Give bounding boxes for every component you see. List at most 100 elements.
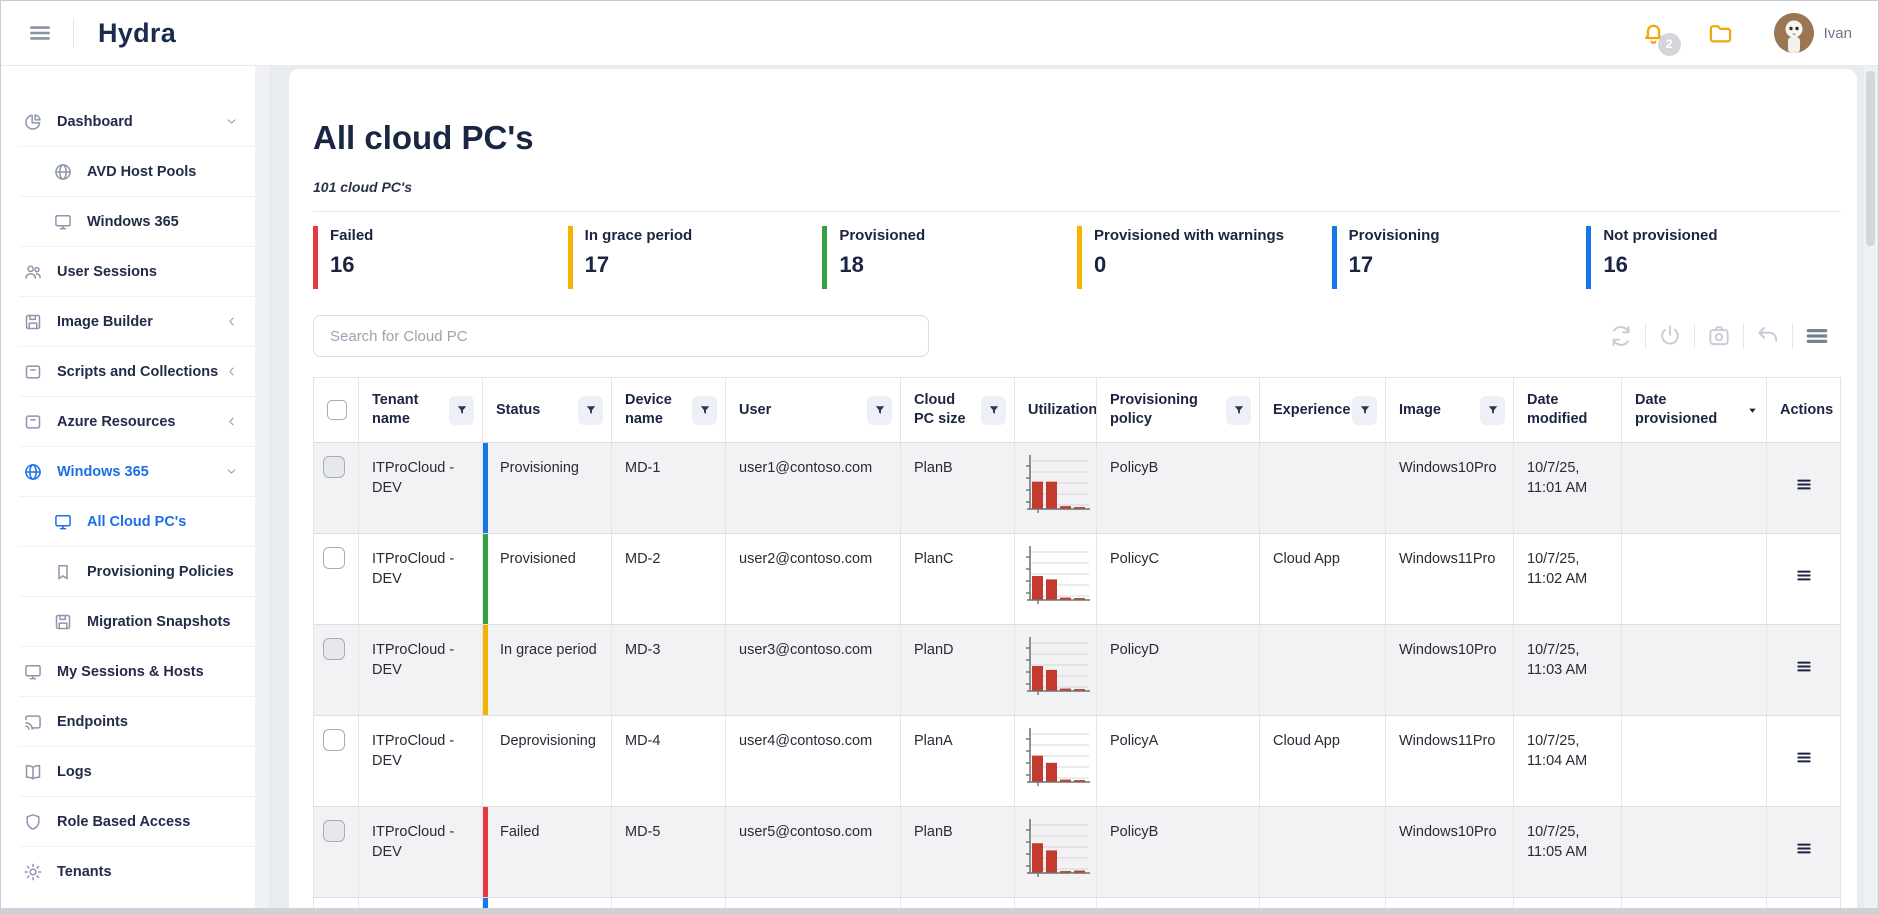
horizontal-scrollbar[interactable] <box>1 908 1878 913</box>
row-actions-button[interactable] <box>1793 839 1815 857</box>
user-menu[interactable]: Ivan <box>1773 13 1852 53</box>
cell-cloud-pc-size: PlanA <box>901 716 1015 807</box>
page-scrollbar[interactable] <box>1864 65 1877 908</box>
row-checkbox[interactable] <box>323 729 345 752</box>
cell-provisioning-policy: PolicyC <box>1097 534 1260 625</box>
sidebar-item-endpoints[interactable]: Endpoints <box>1 697 255 746</box>
sidebar-item-my-sessions-hosts[interactable]: My Sessions & Hosts <box>1 647 255 696</box>
monitor-icon <box>23 662 43 682</box>
cell-tenant-name: ITProCloud - DEV <box>359 716 483 807</box>
sidebar-item-avd-host-pools[interactable]: AVD Host Pools <box>1 147 255 196</box>
sidebar-item-windows-365[interactable]: Windows 365 <box>1 447 255 496</box>
main-content: All cloud PC's 101 cloud PC's Failed 16 In… <box>289 69 1857 913</box>
row-actions-button[interactable] <box>1793 566 1815 584</box>
table-header: Tenant name Status Device name User Cloud PC… <box>314 378 1841 443</box>
cell-actions <box>1767 625 1841 715</box>
sidebar-toggle-button[interactable] <box>27 20 53 46</box>
toolbar-undo-icon[interactable] <box>1744 321 1792 351</box>
status-card-value: 17 <box>1348 252 1374 278</box>
bookmark-icon <box>53 562 73 582</box>
sidebar-item-image-builder[interactable]: Image Builder <box>1 297 255 346</box>
funnel-icon <box>988 404 1000 416</box>
cell-date-modified: 10/7/25, 11:02 AM <box>1514 534 1622 625</box>
column-header-cloud-pc-size: Cloud PC size <box>901 378 1015 443</box>
filter-button-tenant-name[interactable] <box>449 395 474 425</box>
sidebar-item-dashboard[interactable]: Dashboard <box>1 97 255 146</box>
row-checkbox[interactable] <box>323 638 345 661</box>
divider <box>19 696 255 697</box>
column-header-actions: Actions <box>1767 378 1841 442</box>
cell-tenant-name: ITProCloud - DEV <box>359 534 483 625</box>
folder-icon[interactable] <box>1707 20 1734 47</box>
search-input[interactable] <box>313 315 929 358</box>
toolbar-power-icon[interactable] <box>1646 321 1694 351</box>
sidebar-item-azure-resources[interactable]: Azure Resources <box>1 397 255 446</box>
row-actions-button[interactable] <box>1793 475 1815 493</box>
sidebar-item-provisioning-policies[interactable]: Provisioning Policies <box>1 547 255 596</box>
column-header-label: Date provisioned <box>1635 392 1718 428</box>
status-text: Deprovisioning <box>500 733 596 750</box>
divider <box>1645 323 1646 350</box>
row-checkbox[interactable] <box>323 456 345 479</box>
table-row: ITProCloud - DEV Provisioning MD-1 user1@co… <box>314 442 1840 534</box>
toolbar-menu-icon[interactable] <box>1793 321 1841 351</box>
filter-button-device-name[interactable] <box>692 395 717 425</box>
sidebar-item-user-sessions[interactable]: User Sessions <box>1 247 255 296</box>
sidebar-item-label: Azure Resources <box>57 413 176 430</box>
filter-button-experience[interactable] <box>1352 395 1377 425</box>
cell-image: Windows11Pro <box>1386 898 1514 913</box>
row-checkbox[interactable] <box>323 547 345 570</box>
cell-experience <box>1260 807 1386 898</box>
sidebar-item-label: AVD Host Pools <box>87 163 197 180</box>
scrollbar-thumb[interactable] <box>1866 71 1875 246</box>
divider <box>19 246 255 247</box>
sidebar-item-scripts-and-collections[interactable]: Scripts and Collections <box>1 347 255 396</box>
row-actions-button[interactable] <box>1793 657 1815 675</box>
cell-select <box>314 625 359 716</box>
monitor-icon <box>53 212 73 232</box>
status-card-provisioning[interactable]: Provisioning 17 <box>1331 226 1587 290</box>
filter-button-status[interactable] <box>578 395 603 425</box>
row-checkbox[interactable] <box>323 820 345 843</box>
status-card-not-provisioned[interactable]: Not provisioned 16 <box>1586 226 1841 290</box>
notifications-button[interactable]: 2 <box>1640 20 1681 56</box>
filter-button-user[interactable] <box>867 395 892 425</box>
chevron-left-icon <box>224 314 239 329</box>
sidebar-item-logs[interactable]: Logs <box>1 747 255 796</box>
sidebar-item-all-cloud-pc-s[interactable]: All Cloud PC's <box>1 497 255 546</box>
column-header-label: Image <box>1399 401 1441 418</box>
filter-button-image[interactable] <box>1480 395 1505 425</box>
status-card-label: Provisioned <box>839 227 926 245</box>
status-card-provisioned[interactable]: Provisioned 18 <box>822 226 1077 290</box>
divider <box>313 211 1841 213</box>
toolbar-snapshot-icon[interactable] <box>1695 321 1743 351</box>
row-actions-button[interactable] <box>1793 748 1815 766</box>
filter-button-cloud-pc-size[interactable] <box>981 395 1006 425</box>
cell-select <box>314 716 359 807</box>
cell-user: user5@contoso.com <box>726 807 901 898</box>
sidebar-item-windows-365[interactable]: Windows 365 <box>1 197 255 246</box>
status-card-in-grace-period[interactable]: In grace period 17 <box>567 226 823 290</box>
toolbar-refresh-icon[interactable] <box>1597 321 1645 351</box>
sidebar-item-role-based-access[interactable]: Role Based Access <box>1 797 255 846</box>
divider <box>1792 323 1793 350</box>
status-card-provisioned-with-warnings[interactable]: Provisioned with warnings 0 <box>1077 226 1332 290</box>
cell-utilization <box>1015 443 1097 534</box>
filter-button-provisioning-policy[interactable] <box>1226 395 1251 425</box>
sidebar-item-migration-snapshots[interactable]: Migration Snapshots <box>1 597 255 646</box>
status-card-failed[interactable]: Failed 16 <box>313 226 568 290</box>
sidebar-item-tenants[interactable]: Tenants <box>1 847 255 896</box>
sort-desc-icon <box>1747 405 1758 416</box>
select-all-checkbox[interactable] <box>327 400 347 421</box>
cell-provisioning-policy: PolicyB <box>1097 807 1260 898</box>
column-header-date-provisioned: Date provisioned <box>1622 378 1767 443</box>
cell-device-name: MD-2 <box>612 534 726 625</box>
column-header-label: Actions <box>1780 401 1834 418</box>
status-card-value: 16 <box>1603 252 1628 278</box>
status-text: Provisioning <box>500 460 579 477</box>
column-header-label: Status <box>496 401 541 418</box>
sidebar-item-label: Windows 365 <box>87 213 179 230</box>
cell-provisioning-policy: PolicyC <box>1097 898 1260 913</box>
cell-utilization <box>1015 807 1097 898</box>
sidebar-scrollbar[interactable] <box>255 65 269 913</box>
